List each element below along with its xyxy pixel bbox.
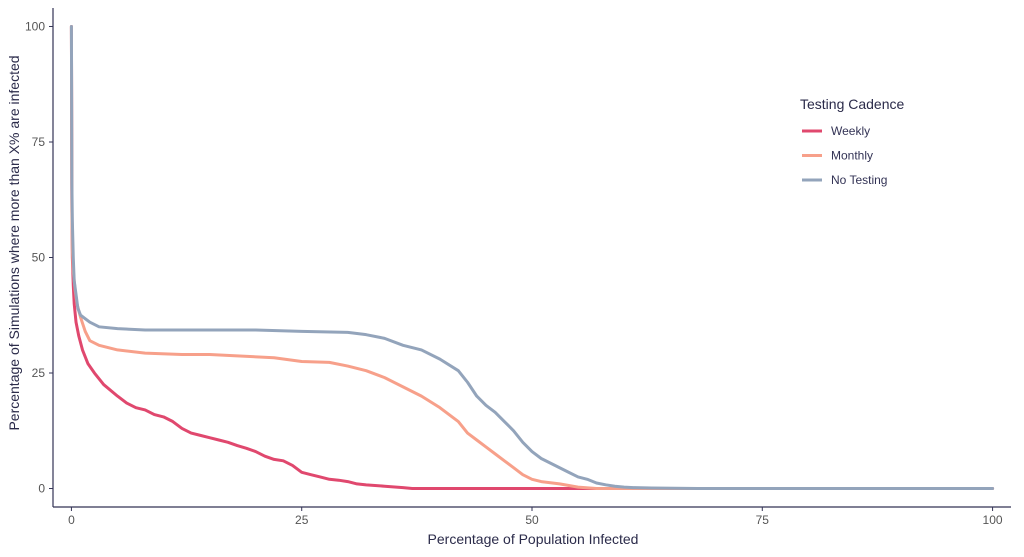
- legend-label: Monthly: [831, 149, 873, 163]
- x-ticks: 0 25 50 75 100: [68, 507, 1003, 527]
- y-tick-label: 50: [32, 251, 46, 265]
- y-tick-label: 0: [38, 482, 45, 496]
- x-tick-label: 0: [68, 513, 75, 527]
- legend: Testing Cadence Weekly Monthly No Testing: [800, 96, 905, 187]
- series-line-no-testing: [69, 24, 995, 491]
- y-tick-label: 25: [32, 366, 46, 380]
- x-tick-label: 75: [756, 513, 770, 527]
- series-line-monthly: [69, 24, 995, 491]
- y-tick-label: 75: [32, 135, 46, 149]
- legend-title: Testing Cadence: [800, 96, 905, 112]
- x-tick-label: 25: [295, 513, 309, 527]
- x-tick-label: 100: [983, 513, 1003, 527]
- plot-lines: [69, 24, 995, 491]
- legend-items: Weekly Monthly No Testing: [802, 124, 887, 187]
- y-axis-title: Percentage of Simulations where more tha…: [6, 55, 22, 430]
- legend-label: No Testing: [831, 173, 887, 187]
- y-ticks: 0 25 50 75 100: [25, 19, 53, 496]
- legend-label: Weekly: [831, 124, 870, 138]
- y-tick-label: 100: [25, 19, 45, 33]
- x-axis-title: Percentage of Population Infected: [428, 531, 639, 547]
- x-tick-label: 50: [525, 513, 539, 527]
- series-line-weekly: [69, 24, 995, 491]
